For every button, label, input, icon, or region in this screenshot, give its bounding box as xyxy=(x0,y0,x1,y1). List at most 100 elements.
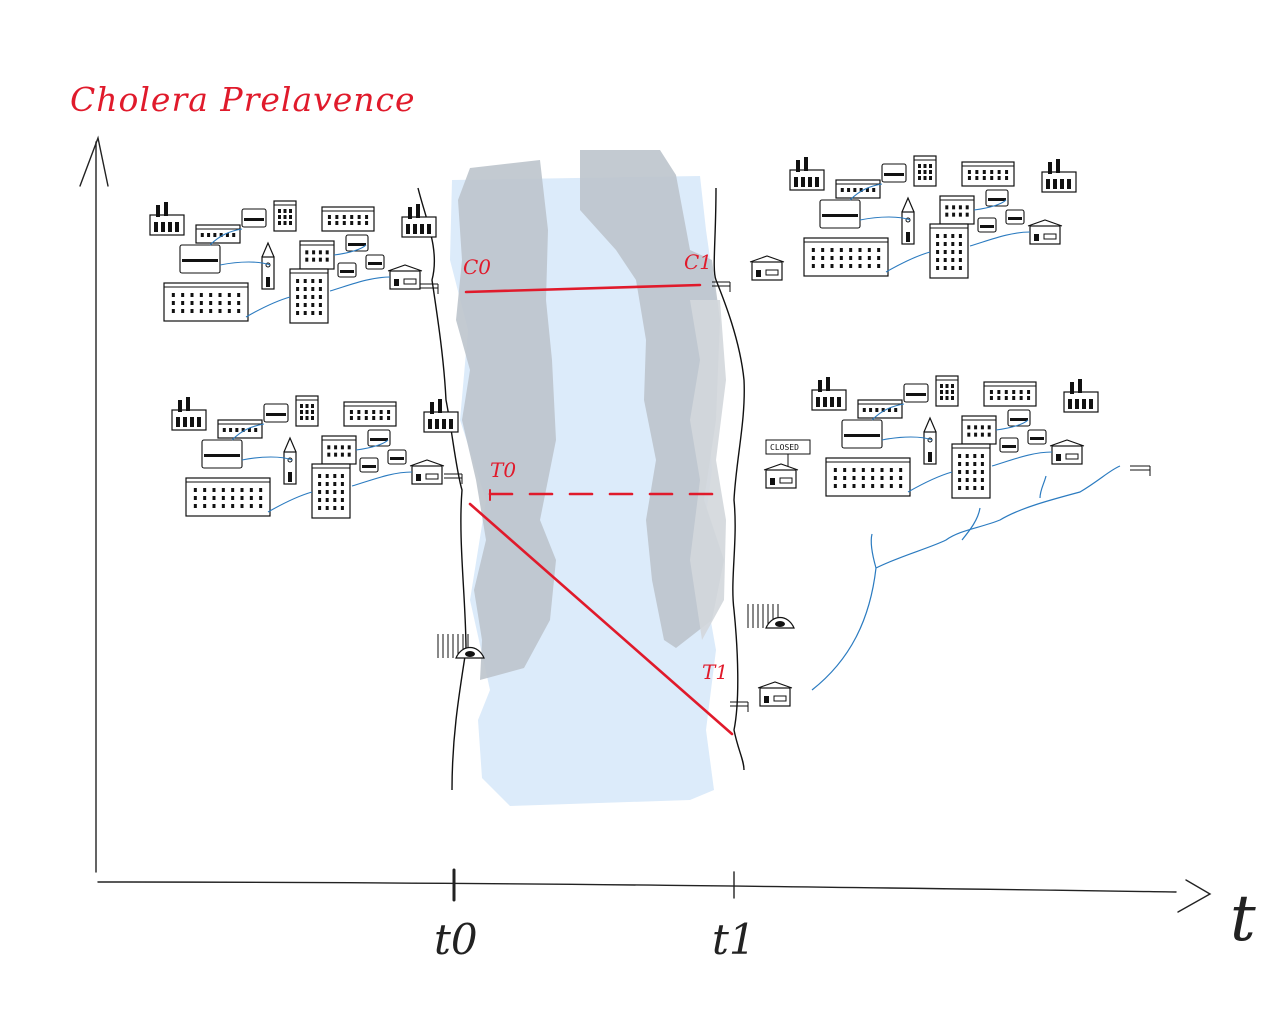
cluster-middle-right-tall-block-window xyxy=(965,470,969,474)
cluster-middle-right-tall-block-body xyxy=(951,443,991,499)
cluster-middle-left-factory-2-chimney xyxy=(430,402,434,414)
cluster-top-left-terrace-1-window xyxy=(327,215,331,219)
cluster-middle-left-large-block-window xyxy=(231,496,235,500)
cluster-top-left-church xyxy=(261,241,275,290)
cluster-middle-right-house-1-windows xyxy=(906,393,926,396)
cluster-top-right-terrace-1-window xyxy=(967,176,971,180)
right-river-edge xyxy=(713,187,745,771)
cluster-top-right-factory-2-door xyxy=(1067,179,1071,189)
pump-bottom-right-window xyxy=(773,695,787,702)
cluster-top-right-large-block-window xyxy=(877,256,881,260)
cluster-middle-right-tower-block-1-window xyxy=(945,390,949,394)
pump-bottom-right-roof xyxy=(757,681,793,689)
cluster-top-left-townhall-windows xyxy=(182,259,218,262)
cluster-middle-left xyxy=(171,395,459,519)
cluster-middle-left-tower-block-1-window xyxy=(305,410,309,414)
cluster-middle-right-large-block-window xyxy=(852,484,856,488)
cluster-middle-right-large-block-window xyxy=(861,476,865,480)
cluster-middle-left-tall-block-window xyxy=(325,482,329,486)
cluster-top-left-large-block-window xyxy=(237,309,241,313)
cluster-middle-left-house-row-2-window xyxy=(347,445,351,450)
cluster-middle-left-tall-block-window xyxy=(340,474,344,478)
pump-top-right-door xyxy=(756,270,761,277)
cluster-top-left-tall-block-window xyxy=(311,279,315,283)
cluster-middle-right-terrace-1-window xyxy=(1004,390,1008,394)
cluster-top-right-house-row-2-window xyxy=(945,212,949,217)
cluster-top-left-tall-block-window xyxy=(318,295,322,299)
cluster-top-right-large-block-window xyxy=(858,256,862,260)
cluster-top-left-house-1-windows xyxy=(244,218,264,221)
cluster-middle-left-factory-2-chimney xyxy=(438,399,442,413)
cluster-middle-right-terrace-1-window xyxy=(997,390,1001,394)
cluster-middle-right-tall-block-window xyxy=(965,454,969,458)
cluster-top-left-large-block xyxy=(163,282,249,322)
cluster-middle-right-tower-block-1-window xyxy=(940,384,943,388)
cluster-top-left-factory-1 xyxy=(149,202,185,236)
water-link-branch-3 xyxy=(1039,475,1047,499)
cluster-middle-right-factory-1-door xyxy=(823,397,827,407)
cluster-top-right-tall-block-window xyxy=(958,250,962,254)
cluster-top-left-house-3 xyxy=(365,254,385,270)
cluster-middle-right-terrace-1-window xyxy=(1019,390,1023,394)
cluster-middle-right-tall-block-window xyxy=(973,470,977,474)
cluster-middle-left-terrace-1-window xyxy=(379,410,383,414)
cluster-top-right-large-block-window xyxy=(811,248,815,252)
cluster-middle-left-large-block-window xyxy=(240,504,244,508)
cluster-top-right-large-block-window xyxy=(867,248,871,252)
cluster-middle-left-tower-block-1-window xyxy=(300,416,303,420)
cluster-top-left-house-2 xyxy=(345,234,369,252)
cluster-middle-left-tower-block-1-window xyxy=(300,410,303,414)
cluster-top-right-tower-block-1-window xyxy=(929,176,932,180)
cluster-top-left-large-block-window xyxy=(209,309,213,313)
cluster-middle-left-tower-block-1-window xyxy=(305,416,309,420)
cluster-middle-right-tall-block-window xyxy=(980,478,984,482)
cluster-middle-right-row-house-1-window xyxy=(869,408,873,412)
cluster-top-left-house-2-windows xyxy=(348,243,366,246)
cluster-top-left-tall-block-window xyxy=(303,295,307,299)
annotation-lines xyxy=(464,283,734,736)
cluster-top-right-pump xyxy=(1027,219,1063,245)
cluster-middle-right-large-block-body xyxy=(825,457,911,497)
pipe-middle-left xyxy=(444,473,463,484)
cluster-top-right-tall-block-window xyxy=(951,250,955,254)
cluster-middle-right-pump-window xyxy=(1065,453,1079,460)
cluster-middle-right-factory-1-door xyxy=(837,397,841,407)
cluster-top-left-house-1 xyxy=(241,208,267,228)
cluster-top-left-row-house-1-window xyxy=(200,233,204,237)
cluster-middle-right-terrace-1-window xyxy=(1027,390,1031,394)
cluster-top-right-house-2-windows xyxy=(988,198,1006,201)
cluster-middle-right-large-block-window xyxy=(843,484,847,488)
label-t0: T0 xyxy=(490,458,517,482)
cluster-top-left-terrace-1-window xyxy=(342,221,346,225)
cluster-middle-right-large-block xyxy=(825,457,911,497)
cluster-middle-left-factory-1-chimney xyxy=(186,397,190,411)
cluster-top-left-tower-block-1-window xyxy=(289,221,292,225)
cluster-middle-left-large-block-window xyxy=(203,504,207,508)
cluster-middle-right-tall-block-window xyxy=(973,454,977,458)
cluster-top-left-church-tower xyxy=(261,256,275,290)
cluster-top-right-tall-block-body xyxy=(929,223,969,279)
cluster-top-left-large-block-window xyxy=(218,309,222,313)
cluster-middle-left-terrace-1-window xyxy=(364,416,368,420)
cluster-top-right-church xyxy=(901,196,915,245)
pipe-top-left xyxy=(420,283,439,294)
cluster-top-right-tall-block-window xyxy=(943,242,947,246)
cluster-middle-right-pump-door xyxy=(1056,454,1061,461)
y-axis-arrowhead xyxy=(79,135,109,187)
cluster-top-left-factory-1-door xyxy=(161,222,165,232)
cluster-middle-right-terrace-1 xyxy=(983,381,1037,407)
cluster-top-left-terrace-1 xyxy=(321,206,375,232)
cluster-middle-left-tall-block-window xyxy=(325,490,329,494)
cluster-top-left-tall-block-window xyxy=(296,287,300,291)
cluster-top-left-large-block-window xyxy=(181,293,185,297)
cluster-top-left-large-block-window xyxy=(171,309,175,313)
cluster-top-left-large-block-window xyxy=(199,293,203,297)
cluster-middle-right-tall-block-window xyxy=(980,486,984,490)
tick-label-t1: t1 xyxy=(712,915,756,964)
cluster-top-left-tall-block-window xyxy=(296,279,300,283)
cluster-middle-right-large-block-window xyxy=(871,468,875,472)
cluster-middle-left-church-door xyxy=(288,472,292,482)
cluster-top-left-tower-block-1-window xyxy=(283,209,287,213)
cluster-middle-right-large-block-window xyxy=(861,468,865,472)
cluster-top-right-large-block-window xyxy=(839,264,843,268)
